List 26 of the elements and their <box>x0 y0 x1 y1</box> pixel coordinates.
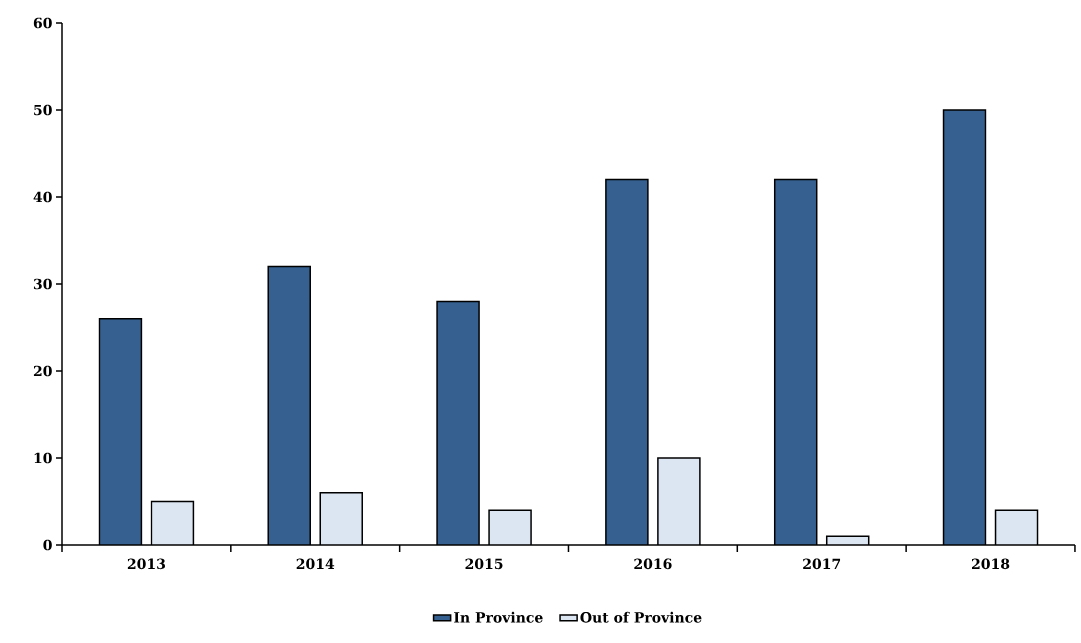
bar <box>942 109 987 545</box>
y-tick-label: 40 <box>33 191 52 203</box>
bar <box>605 179 648 545</box>
legend-label: In Province <box>454 611 543 623</box>
bar <box>489 510 532 545</box>
bar <box>994 509 1039 545</box>
x-tick-label: 2017 <box>803 558 841 570</box>
y-tick-label: 0 <box>43 539 52 551</box>
bar <box>99 318 142 545</box>
x-tick-label: 2015 <box>465 558 503 570</box>
y-tick-label: 10 <box>34 452 52 464</box>
bar <box>268 266 311 545</box>
x-tick-label: 2016 <box>634 558 672 570</box>
y-tick-label: 30 <box>33 278 52 290</box>
bar <box>151 501 194 545</box>
x-tick-label: 2018 <box>972 558 1010 570</box>
x-tick-label: 2013 <box>127 558 166 570</box>
x-tick-label: 2014 <box>296 558 335 570</box>
legend-label: Out of Province <box>580 611 702 623</box>
bar <box>320 492 363 545</box>
bar <box>437 301 480 545</box>
bar <box>657 458 700 545</box>
y-tick-label: 60 <box>33 17 52 29</box>
bar <box>774 179 817 545</box>
y-tick-label: 20 <box>33 365 52 377</box>
y-tick-label: 50 <box>34 104 52 116</box>
